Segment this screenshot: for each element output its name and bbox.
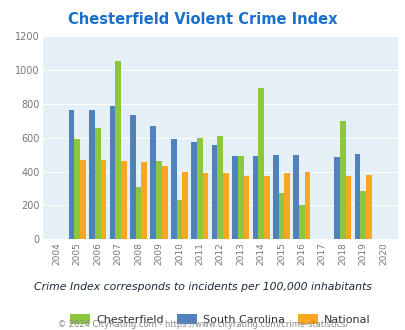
Bar (263, 176, 269, 239)
Bar (237, 156, 243, 239)
Bar (202, 173, 208, 239)
Bar (304, 173, 310, 239)
Bar (217, 136, 223, 239)
Text: Crime Index corresponds to incidents per 100,000 inhabitants: Crime Index corresponds to incidents per… (34, 282, 371, 292)
Bar (365, 175, 371, 239)
Bar (121, 161, 126, 239)
Bar (258, 88, 263, 239)
Bar (68, 110, 74, 239)
Bar (298, 205, 304, 239)
Legend: Chesterfield, South Carolina, National: Chesterfield, South Carolina, National (66, 310, 373, 329)
Bar (211, 146, 217, 239)
Bar (162, 166, 167, 239)
Bar (109, 106, 115, 239)
Bar (150, 126, 156, 239)
Bar (196, 138, 202, 239)
Bar (89, 110, 95, 239)
Bar (345, 176, 350, 239)
Bar (130, 115, 135, 239)
Bar (252, 155, 258, 239)
Bar (80, 160, 86, 239)
Bar (100, 160, 106, 239)
Bar (135, 187, 141, 239)
Bar (115, 61, 121, 239)
Bar (223, 173, 228, 239)
Bar (191, 142, 196, 239)
Bar (141, 162, 147, 239)
Bar (293, 155, 298, 239)
Bar (182, 172, 188, 239)
Bar (176, 200, 182, 239)
Bar (359, 191, 365, 239)
Text: Chesterfield Violent Crime Index: Chesterfield Violent Crime Index (68, 12, 337, 26)
Bar (232, 155, 237, 239)
Bar (339, 121, 345, 239)
Bar (284, 173, 289, 239)
Bar (333, 157, 339, 239)
Bar (272, 155, 278, 239)
Text: © 2024 CityRating.com - https://www.cityrating.com/crime-statistics/: © 2024 CityRating.com - https://www.city… (58, 320, 347, 329)
Bar (243, 176, 249, 239)
Bar (278, 193, 284, 239)
Bar (171, 139, 176, 239)
Bar (354, 154, 359, 239)
Bar (156, 161, 162, 239)
Bar (95, 128, 100, 239)
Bar (74, 140, 80, 239)
